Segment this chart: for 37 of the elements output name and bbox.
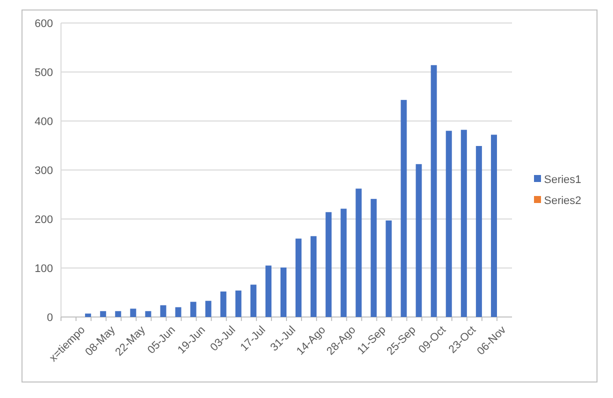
bar (370, 198, 377, 317)
bar (250, 284, 256, 317)
bar (310, 236, 317, 317)
bar (280, 268, 286, 317)
bar (476, 146, 482, 317)
bar (235, 290, 242, 317)
bar (296, 238, 302, 317)
y-tick-label: 600 (34, 18, 53, 30)
bar (85, 314, 92, 317)
legend-label: Series2 (544, 194, 582, 207)
bar (490, 134, 497, 317)
bar (430, 65, 437, 317)
bar (205, 300, 212, 317)
legend-label: Series1 (544, 174, 582, 186)
bar (340, 208, 347, 317)
bar (175, 307, 182, 317)
y-tick-label: 400 (34, 116, 53, 128)
bar (326, 212, 332, 317)
bar (416, 164, 422, 317)
y-tick-label: 300 (34, 164, 53, 177)
bar (400, 100, 407, 317)
y-tick-label: 200 (34, 214, 53, 226)
y-tick-label: 0 (46, 312, 53, 324)
bar (356, 188, 362, 317)
bar (265, 266, 272, 317)
bar (460, 130, 467, 317)
bar (115, 311, 122, 317)
y-tick-label: 500 (34, 66, 53, 79)
bar (160, 305, 166, 317)
bar (130, 308, 136, 317)
bar (190, 302, 196, 317)
bar (100, 311, 106, 317)
bar (446, 130, 452, 317)
bar (145, 311, 152, 317)
bar (220, 292, 226, 317)
y-tick-label: 100 (34, 262, 53, 275)
bar (386, 220, 392, 317)
